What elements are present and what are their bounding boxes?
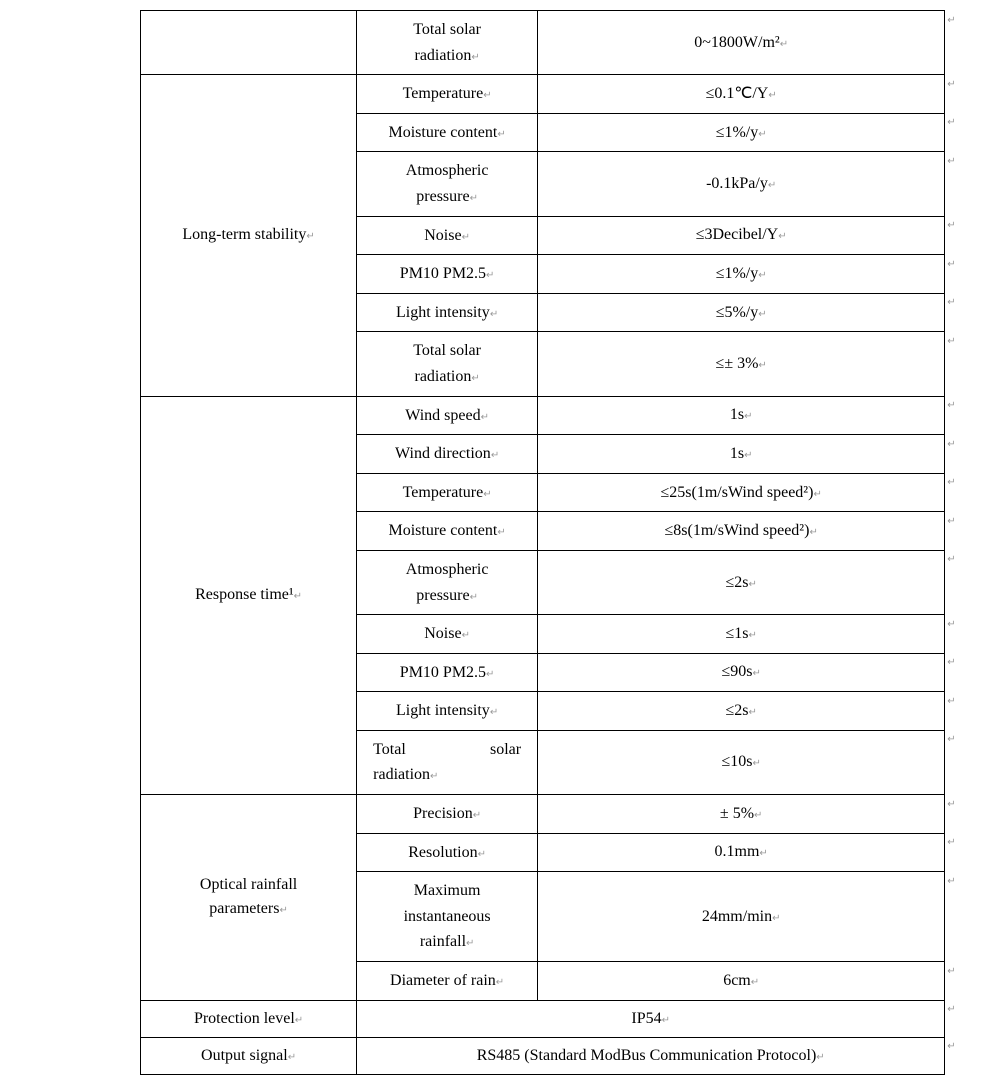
param-cell: Light intensity↵ [357, 293, 538, 332]
row-end-mark: ↵ [945, 512, 985, 551]
param-cell: Total solarradiation↵ [357, 730, 538, 794]
value-cell: ≤3Decibel/Y↵ [538, 216, 945, 255]
value-cell: 6cm↵ [538, 962, 945, 1001]
value-cell: ± 5%↵ [538, 795, 945, 834]
group-label: Optical rainfallparameters↵ [141, 795, 357, 1001]
table-row: Protection level↵IP54↵↵ [141, 1000, 986, 1037]
value-cell: ≤0.1℃/Y↵ [538, 75, 945, 114]
row-end-mark: ↵ [945, 692, 985, 731]
row-end-mark: ↵ [945, 396, 985, 435]
row-end-mark: ↵ [945, 1000, 985, 1037]
row-end-mark: ↵ [945, 730, 985, 794]
param-cell: Diameter of rain↵ [357, 962, 538, 1001]
row-end-mark: ↵ [945, 216, 985, 255]
param-cell: Total solarradiation↵ [357, 11, 538, 75]
param-cell: Wind speed↵ [357, 396, 538, 435]
value-cell: 0~1800W/m²↵ [538, 11, 945, 75]
row-end-mark: ↵ [945, 293, 985, 332]
param-cell: Total solarradiation↵ [357, 332, 538, 396]
row-end-mark: ↵ [945, 255, 985, 294]
value-cell: ≤25s(1m/sWind speed²)↵ [538, 473, 945, 512]
row-end-mark: ↵ [945, 833, 985, 872]
param-cell: Atmosphericpressure↵ [357, 550, 538, 614]
row-end-mark: ↵ [945, 11, 985, 75]
table-row: Long-term stability↵Temperature↵≤0.1℃/Y↵… [141, 75, 986, 114]
row-end-mark: ↵ [945, 550, 985, 614]
table-row: Total solarradiation↵0~1800W/m²↵↵ [141, 11, 986, 75]
param-cell: Wind direction↵ [357, 435, 538, 474]
param-cell: Moisture content↵ [357, 512, 538, 551]
row-end-mark: ↵ [945, 75, 985, 114]
param-cell: Temperature↵ [357, 473, 538, 512]
param-cell: Precision↵ [357, 795, 538, 834]
group-label: Response time¹↵ [141, 396, 357, 795]
fullrow-value: RS485 (Standard ModBus Communication Pro… [357, 1037, 945, 1074]
value-cell: 1s↵ [538, 435, 945, 474]
row-end-mark: ↵ [945, 795, 985, 834]
param-cell: Maximuminstantaneousrainfall↵ [357, 872, 538, 962]
param-cell: Noise↵ [357, 216, 538, 255]
value-cell: ≤2s↵ [538, 692, 945, 731]
value-cell: 0.1mm↵ [538, 833, 945, 872]
value-cell: ≤1%/y↵ [538, 255, 945, 294]
param-cell: Resolution↵ [357, 833, 538, 872]
group-label: Long-term stability↵ [141, 75, 357, 396]
value-cell: ≤2s↵ [538, 550, 945, 614]
row-end-mark: ↵ [945, 1037, 985, 1074]
row-end-mark: ↵ [945, 473, 985, 512]
row-end-mark: ↵ [945, 962, 985, 1001]
row-end-mark: ↵ [945, 872, 985, 962]
fullrow-value: IP54↵ [357, 1000, 945, 1037]
param-cell: Light intensity↵ [357, 692, 538, 731]
param-cell: Temperature↵ [357, 75, 538, 114]
param-cell: PM10 PM2.5↵ [357, 255, 538, 294]
value-cell: ≤90s↵ [538, 653, 945, 692]
param-cell: Atmosphericpressure↵ [357, 152, 538, 216]
value-cell: -0.1kPa/y↵ [538, 152, 945, 216]
value-cell: 24mm/min↵ [538, 872, 945, 962]
table-row: Output signal↵RS485 (Standard ModBus Com… [141, 1037, 986, 1074]
fullrow-label: Protection level↵ [141, 1000, 357, 1037]
row-end-mark: ↵ [945, 152, 985, 216]
table-row: Optical rainfallparameters↵Precision↵± 5… [141, 795, 986, 834]
group-label [141, 11, 357, 75]
value-cell: ≤10s↵ [538, 730, 945, 794]
spec-table: Total solarradiation↵0~1800W/m²↵↵Long-te… [140, 10, 985, 1075]
row-end-mark: ↵ [945, 332, 985, 396]
row-end-mark: ↵ [945, 653, 985, 692]
value-cell: ≤8s(1m/sWind speed²)↵ [538, 512, 945, 551]
value-cell: ≤1%/y↵ [538, 113, 945, 152]
fullrow-label: Output signal↵ [141, 1037, 357, 1074]
row-end-mark: ↵ [945, 113, 985, 152]
row-end-mark: ↵ [945, 615, 985, 654]
param-cell: Moisture content↵ [357, 113, 538, 152]
value-cell: ≤5%/y↵ [538, 293, 945, 332]
table-row: Response time¹↵Wind speed↵1s↵↵ [141, 396, 986, 435]
row-end-mark: ↵ [945, 435, 985, 474]
param-cell: Noise↵ [357, 615, 538, 654]
value-cell: 1s↵ [538, 396, 945, 435]
value-cell: ≤± 3%↵ [538, 332, 945, 396]
value-cell: ≤1s↵ [538, 615, 945, 654]
param-cell: PM10 PM2.5↵ [357, 653, 538, 692]
